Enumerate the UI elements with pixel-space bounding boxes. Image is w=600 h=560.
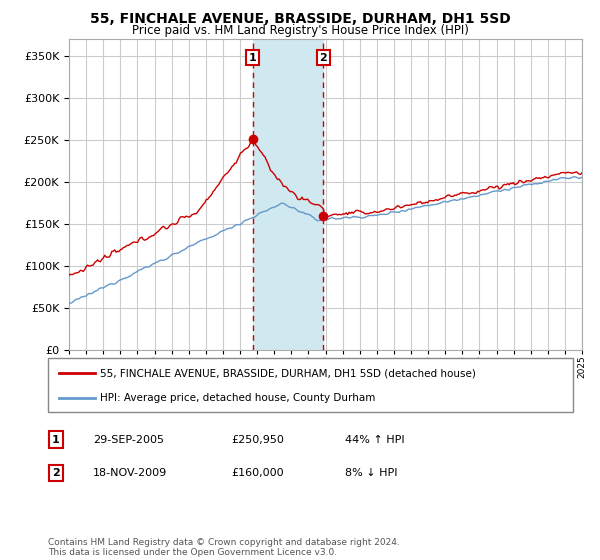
Text: Contains HM Land Registry data © Crown copyright and database right 2024.
This d: Contains HM Land Registry data © Crown c… bbox=[48, 538, 400, 557]
Text: 55, FINCHALE AVENUE, BRASSIDE, DURHAM, DH1 5SD: 55, FINCHALE AVENUE, BRASSIDE, DURHAM, D… bbox=[89, 12, 511, 26]
Text: HPI: Average price, detached house, County Durham: HPI: Average price, detached house, Coun… bbox=[101, 393, 376, 403]
Text: 2: 2 bbox=[52, 468, 59, 478]
Text: Price paid vs. HM Land Registry's House Price Index (HPI): Price paid vs. HM Land Registry's House … bbox=[131, 24, 469, 37]
Text: 2: 2 bbox=[320, 53, 328, 63]
Text: 29-SEP-2005: 29-SEP-2005 bbox=[93, 435, 164, 445]
Text: 8% ↓ HPI: 8% ↓ HPI bbox=[345, 468, 398, 478]
Text: 18-NOV-2009: 18-NOV-2009 bbox=[93, 468, 167, 478]
Text: £250,950: £250,950 bbox=[231, 435, 284, 445]
Text: 1: 1 bbox=[249, 53, 257, 63]
Text: £160,000: £160,000 bbox=[231, 468, 284, 478]
Text: 1: 1 bbox=[52, 435, 59, 445]
Text: 44% ↑ HPI: 44% ↑ HPI bbox=[345, 435, 404, 445]
Bar bbox=[253, 39, 323, 350]
Text: 55, FINCHALE AVENUE, BRASSIDE, DURHAM, DH1 5SD (detached house): 55, FINCHALE AVENUE, BRASSIDE, DURHAM, D… bbox=[101, 368, 476, 379]
FancyBboxPatch shape bbox=[48, 358, 573, 412]
